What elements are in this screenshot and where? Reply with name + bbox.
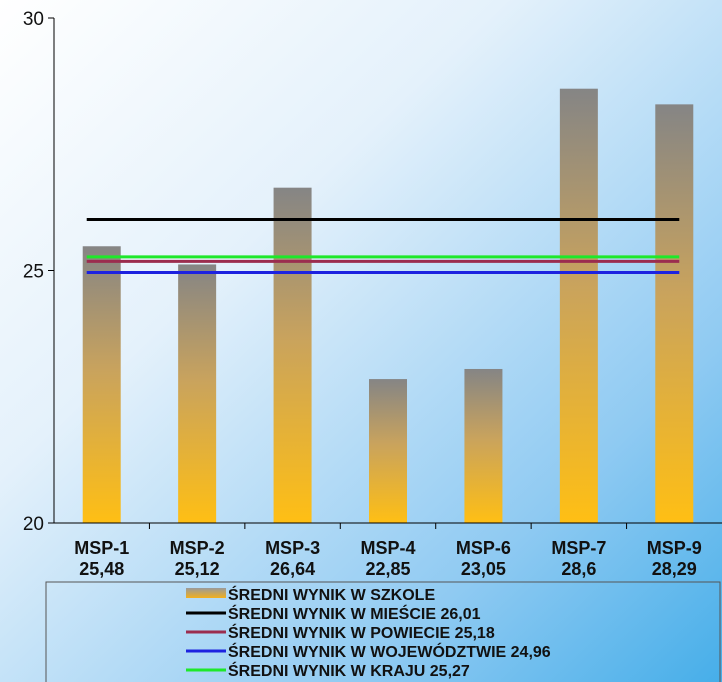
bar-msp-7 (559, 88, 598, 523)
legend-swatch-bar (186, 588, 226, 598)
bar-msp-9 (655, 104, 694, 523)
category-label: MSP-6 (456, 538, 511, 558)
legend-label: ŚREDNI WYNIK W KRAJU 25,27 (228, 661, 470, 680)
legend-label: ŚREDNI WYNIK W POWIECIE 25,18 (228, 623, 495, 642)
bar-msp-6 (464, 368, 503, 523)
category-label: MSP-3 (265, 538, 320, 558)
category-value-label: 26,64 (270, 559, 315, 579)
category-label: MSP-1 (74, 538, 129, 558)
category-label: MSP-2 (170, 538, 225, 558)
bar-msp-1 (82, 246, 121, 523)
legend-label: ŚREDNI WYNIK W SZKOLE (228, 585, 435, 604)
category-value-label: 25,12 (175, 559, 220, 579)
category-value-label: 22,85 (365, 559, 410, 579)
y-tick-label: 30 (23, 9, 44, 30)
category-label: MSP-4 (360, 538, 415, 558)
bar-msp-3 (273, 187, 312, 523)
category-value-label: 23,05 (461, 559, 506, 579)
bar-msp-2 (178, 264, 217, 523)
legend-box (45, 581, 721, 682)
y-tick-label: 25 (23, 262, 44, 283)
legend-label: ŚREDNI WYNIK W MIEŚCIE 26,01 (228, 604, 481, 623)
category-label: MSP-7 (551, 538, 606, 558)
category-value-label: 28,29 (652, 559, 697, 579)
bar-msp-4 (369, 379, 407, 523)
category-value-label: 28,6 (561, 559, 596, 579)
category-label: MSP-9 (647, 538, 702, 558)
legend-label: ŚREDNI WYNIK W WOJEWÓDZTWIE 24,96 (228, 642, 551, 661)
category-value-label: 25,48 (79, 559, 124, 579)
y-tick-label: 20 (23, 514, 44, 535)
